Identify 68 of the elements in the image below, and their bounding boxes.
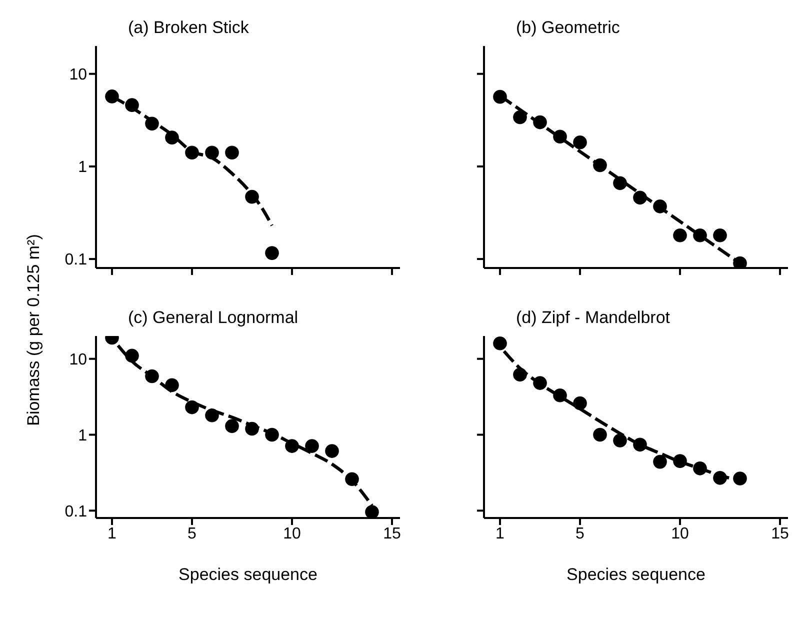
y-tick-label: 10	[69, 352, 88, 369]
point	[325, 444, 339, 458]
point	[265, 246, 279, 260]
point	[693, 228, 707, 242]
x-tick-label: 5	[188, 525, 197, 542]
point	[165, 378, 179, 392]
x-tick-label: 1	[108, 525, 117, 542]
point	[145, 369, 159, 384]
point	[245, 190, 259, 204]
point	[245, 422, 259, 436]
point	[205, 408, 219, 422]
point	[633, 438, 647, 452]
point	[573, 135, 587, 150]
chart-title: (b) Geometric	[516, 18, 620, 38]
x-tick-label: 15	[771, 525, 789, 542]
chart-title: (d) Zipf - Mandelbrot	[516, 308, 670, 328]
point	[533, 115, 547, 130]
x-tick-label: 15	[383, 525, 401, 542]
point	[593, 158, 607, 172]
point	[553, 130, 567, 144]
x-tick-label: 10	[283, 525, 301, 542]
point	[693, 462, 707, 476]
y-axis-title: Biomass (g per 0.125 m²)	[24, 234, 44, 426]
point	[185, 146, 199, 160]
point	[225, 419, 239, 433]
x-tick-label: 10	[671, 525, 689, 542]
point	[573, 396, 587, 410]
point	[493, 336, 507, 350]
point	[225, 146, 239, 160]
point	[613, 434, 627, 448]
point	[125, 348, 139, 363]
point	[205, 146, 219, 160]
y-tick-label: 0.1	[64, 503, 88, 520]
point	[553, 388, 567, 402]
point	[593, 428, 607, 442]
point	[165, 130, 179, 144]
point	[365, 505, 379, 518]
point	[653, 454, 667, 469]
x-tick-label: 5	[576, 525, 585, 542]
point	[105, 90, 119, 104]
point	[733, 472, 747, 486]
point	[345, 472, 359, 486]
point	[533, 376, 547, 390]
point	[145, 116, 159, 131]
point	[673, 454, 687, 468]
point	[493, 90, 507, 104]
point	[125, 98, 139, 112]
y-tick-label: 1	[78, 159, 88, 176]
point	[513, 368, 527, 382]
x-axis-title: Species sequence	[178, 565, 318, 584]
point	[265, 428, 279, 442]
point	[713, 471, 727, 485]
point	[305, 439, 319, 453]
point	[673, 228, 687, 242]
x-axis-title: Species sequence	[566, 565, 706, 584]
y-tick-label: 10	[69, 66, 88, 84]
y-tick-label: 0.1	[64, 252, 88, 269]
chart-title: (c) General Lognormal	[128, 308, 298, 328]
point	[653, 200, 667, 214]
point	[633, 190, 647, 205]
chart-title: (a) Broken Stick	[128, 18, 249, 38]
point	[713, 228, 727, 242]
x-tick-label: 1	[496, 525, 505, 542]
y-tick-label: 1	[78, 427, 88, 444]
point	[185, 400, 199, 414]
point	[513, 110, 527, 124]
point	[613, 176, 627, 190]
point	[285, 439, 299, 453]
